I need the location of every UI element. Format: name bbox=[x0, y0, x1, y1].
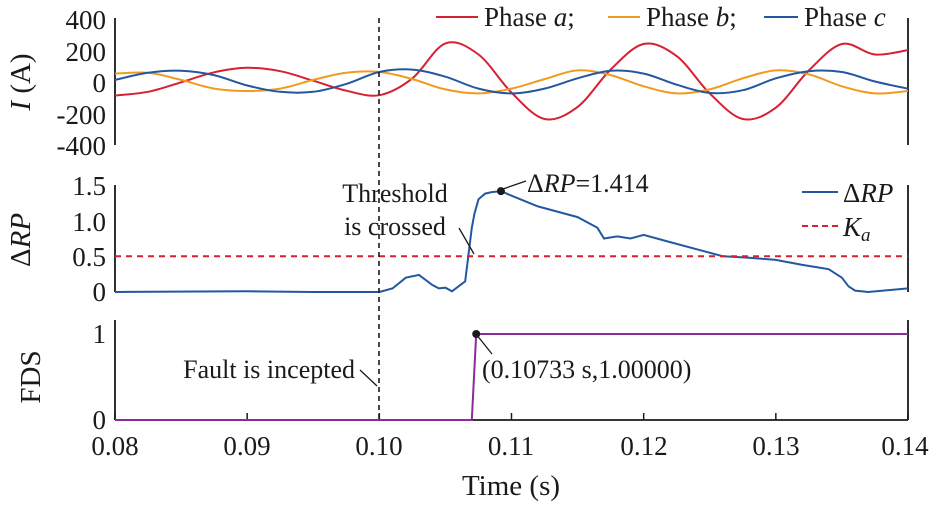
y-axis-label-delta-rp: ΔRP bbox=[5, 213, 37, 267]
legend-label-phase-b: Phase b; bbox=[646, 2, 737, 32]
panel-current: 400 200 0 -200 -400 I (A) Phase a; Phase… bbox=[5, 2, 909, 161]
series-line-fds bbox=[115, 333, 908, 421]
ytick-label: 1 bbox=[93, 319, 107, 349]
xtick-label: 0.10 bbox=[355, 431, 402, 461]
xtick-label: 0.14 bbox=[881, 431, 929, 461]
x-ticks bbox=[114, 413, 909, 420]
fds-point-annotation: (0.10733 s,1.00000) bbox=[482, 355, 691, 384]
ytick-label: 1.0 bbox=[72, 207, 106, 237]
xtick-label: 0.08 bbox=[91, 431, 138, 461]
ytick-label: 0 bbox=[93, 405, 107, 435]
xtick-label: 0.13 bbox=[752, 431, 799, 461]
ytick-label: 0 bbox=[93, 277, 107, 307]
ytick-label: -200 bbox=[57, 100, 107, 130]
legend-current: Phase a; Phase b; Phase c bbox=[436, 2, 886, 32]
threshold-annotation-line1: Threshold bbox=[342, 179, 447, 208]
legend-label-delta-rp: ΔRP bbox=[843, 178, 893, 208]
fault-annotation-leader bbox=[359, 369, 378, 387]
legend-label-ka: Ka bbox=[842, 212, 871, 246]
ytick-label: 0 bbox=[93, 68, 107, 98]
panel-fds: 1 0 FDS 0.08 0.09 0.10 0.11 0.12 0.13 0.… bbox=[15, 319, 929, 502]
ytick-label: 400 bbox=[66, 5, 107, 35]
legend-label-phase-a: Phase a; bbox=[484, 2, 575, 32]
legend-delta-rp: ΔRP Ka bbox=[802, 178, 893, 246]
x-axis-label: Time (s) bbox=[462, 470, 560, 502]
xtick-label: 0.09 bbox=[223, 431, 270, 461]
series-line-phase-b bbox=[114, 69, 909, 95]
threshold-annotation-leader bbox=[458, 227, 475, 255]
plot-current bbox=[114, 41, 909, 121]
y-axis-label-fds: FDS bbox=[15, 350, 47, 403]
ytick-label: 200 bbox=[66, 37, 107, 67]
threshold-annotation-line2: is crossed bbox=[344, 212, 446, 241]
legend-label-phase-c: Phase c bbox=[804, 2, 886, 32]
y-axis-label-current: I (A) bbox=[5, 53, 37, 111]
fds-point-annotation-leader bbox=[475, 333, 493, 355]
series-line--rp bbox=[114, 190, 909, 294]
fault-annotation: Fault is incepted bbox=[183, 355, 355, 384]
xtick-label: 0.12 bbox=[620, 431, 667, 461]
ytick-label: 1.5 bbox=[72, 171, 106, 201]
panel-delta-rp: 1.5 1.0 0.5 0 ΔRP ΔRP Ka ΔRP=1.414 Thres… bbox=[5, 169, 909, 307]
xtick-label: 0.11 bbox=[488, 431, 534, 461]
plot-delta-rp bbox=[114, 187, 909, 294]
ytick-label: -400 bbox=[57, 131, 107, 161]
series-line-phase-c bbox=[114, 68, 909, 95]
peak-annotation-leader bbox=[499, 180, 527, 191]
peak-annotation: ΔRP=1.414 bbox=[527, 169, 649, 198]
ytick-label: 0.5 bbox=[72, 242, 106, 272]
